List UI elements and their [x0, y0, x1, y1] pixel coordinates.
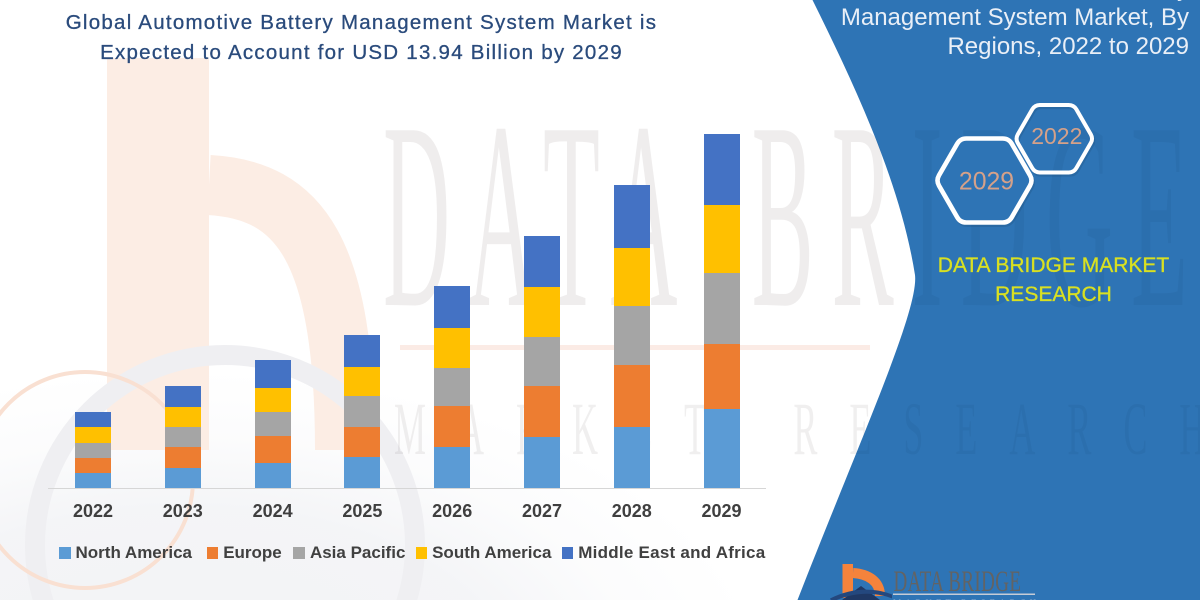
svg-text:2022: 2022 — [1031, 123, 1082, 149]
svg-text:DATA BRIDGE: DATA BRIDGE — [894, 566, 1022, 598]
svg-text:MARKET RESEARCH: MARKET RESEARCH — [893, 598, 1040, 600]
svg-text:2029: 2029 — [959, 169, 1014, 196]
